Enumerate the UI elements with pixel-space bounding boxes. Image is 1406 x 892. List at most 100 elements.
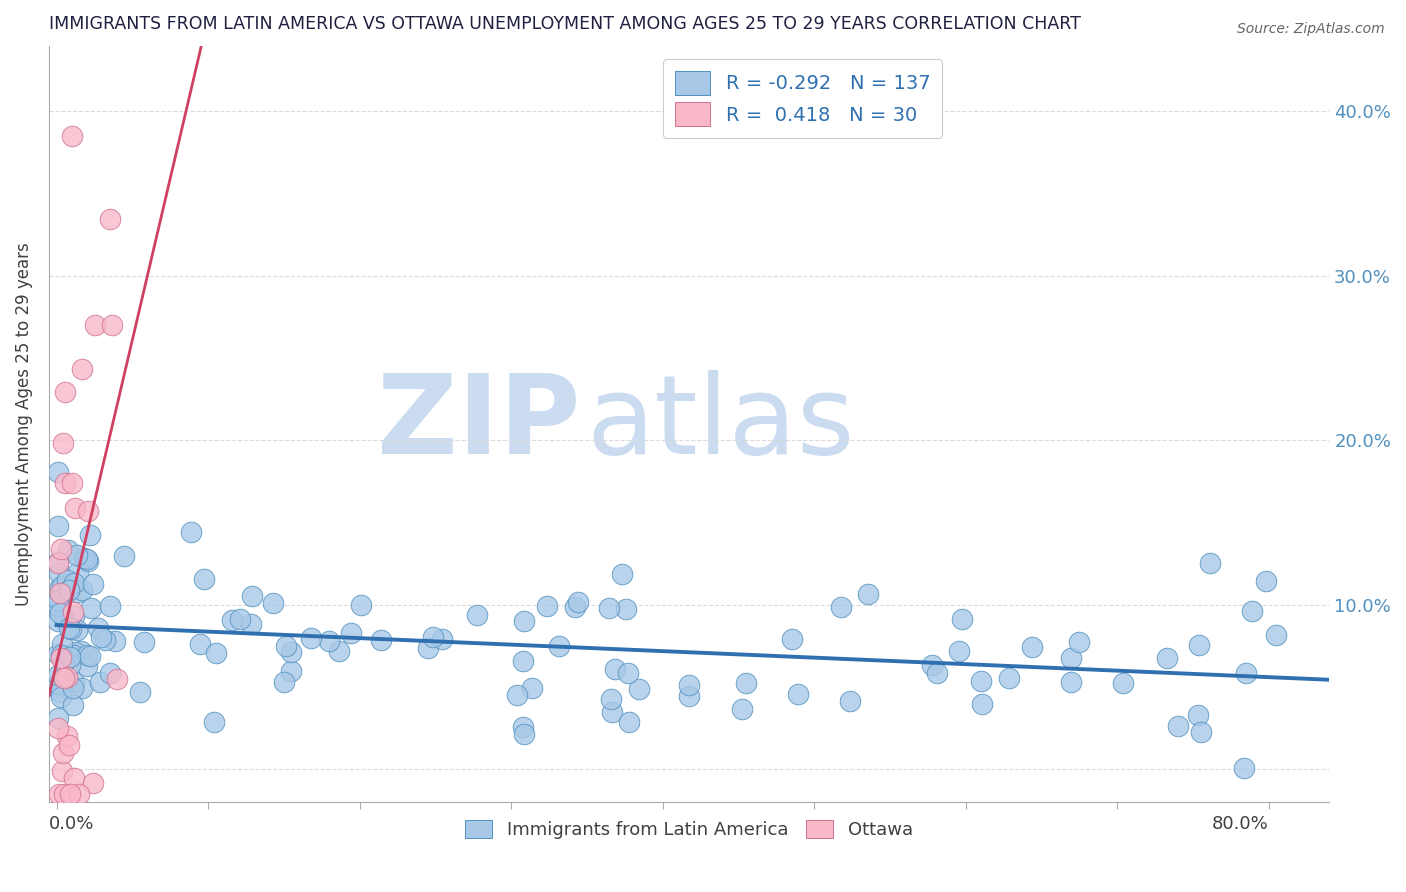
- Point: [614, 601, 637, 615]
- Point: [970, 674, 993, 689]
- Point: [1112, 676, 1135, 690]
- Point: [418, 640, 440, 655]
- Point: [48, 599, 70, 614]
- Point: [51, 579, 73, 593]
- Point: [63, 645, 86, 659]
- Point: [678, 690, 700, 704]
- Point: [80, 601, 103, 615]
- Point: [465, 607, 488, 622]
- Text: 80.0%: 80.0%: [1212, 815, 1268, 833]
- Point: [105, 672, 128, 686]
- Point: [90, 630, 112, 644]
- Point: [63, 575, 86, 590]
- Point: [1234, 665, 1257, 680]
- Point: [55, 385, 77, 400]
- Point: [52, 746, 75, 760]
- Point: [53, 476, 76, 491]
- Point: [262, 596, 284, 610]
- Point: [49, 592, 72, 607]
- Point: [62, 681, 84, 696]
- Point: [58, 583, 80, 598]
- Point: [190, 637, 212, 651]
- Point: [63, 771, 86, 785]
- Point: [46, 465, 69, 479]
- Point: [53, 656, 76, 670]
- Point: [62, 648, 84, 662]
- Point: [1233, 761, 1256, 775]
- Point: [731, 702, 754, 716]
- Point: [104, 633, 127, 648]
- Point: [51, 764, 73, 778]
- Point: [239, 616, 262, 631]
- Point: [513, 614, 536, 628]
- Point: [48, 566, 70, 580]
- Point: [56, 670, 79, 684]
- Point: [58, 543, 80, 558]
- Point: [340, 626, 363, 640]
- Point: [84, 318, 107, 333]
- Point: [536, 599, 558, 614]
- Point: [1021, 640, 1043, 654]
- Point: [46, 519, 69, 533]
- Point: [59, 658, 82, 673]
- Point: [422, 630, 444, 644]
- Point: [60, 129, 83, 144]
- Point: [1059, 650, 1081, 665]
- Point: [600, 692, 623, 706]
- Point: [430, 632, 453, 646]
- Point: [77, 553, 100, 567]
- Point: [70, 362, 93, 376]
- Point: [513, 727, 536, 741]
- Point: [52, 436, 75, 450]
- Point: [62, 606, 84, 620]
- Point: [520, 681, 543, 695]
- Point: [49, 541, 72, 556]
- Point: [48, 648, 70, 662]
- Point: [567, 594, 589, 608]
- Point: [240, 589, 263, 603]
- Point: [46, 592, 69, 607]
- Point: [79, 648, 101, 663]
- Text: IMMIGRANTS FROM LATIN AMERICA VS OTTAWA UNEMPLOYMENT AMONG AGES 25 TO 29 YEARS C: IMMIGRANTS FROM LATIN AMERICA VS OTTAWA …: [49, 15, 1081, 33]
- Point: [328, 644, 350, 658]
- Point: [58, 621, 80, 635]
- Point: [1240, 604, 1263, 618]
- Point: [276, 639, 298, 653]
- Point: [506, 688, 529, 702]
- Point: [46, 556, 69, 570]
- Point: [48, 787, 70, 801]
- Point: [49, 585, 72, 599]
- Point: [610, 566, 633, 581]
- Point: [112, 549, 135, 563]
- Point: [46, 677, 69, 691]
- Point: [134, 635, 156, 649]
- Point: [94, 633, 117, 648]
- Point: [350, 599, 373, 613]
- Text: 0.0%: 0.0%: [49, 815, 94, 833]
- Point: [180, 524, 202, 539]
- Point: [101, 318, 124, 333]
- Point: [950, 612, 973, 626]
- Point: [70, 644, 93, 658]
- Point: [46, 710, 69, 724]
- Text: atlas: atlas: [586, 370, 855, 477]
- Point: [512, 654, 534, 668]
- Point: [100, 666, 122, 681]
- Point: [548, 639, 571, 653]
- Point: [205, 646, 228, 660]
- Point: [52, 612, 75, 626]
- Y-axis label: Unemployment Among Ages 25 to 29 years: Unemployment Among Ages 25 to 29 years: [15, 242, 32, 606]
- Point: [76, 551, 98, 566]
- Point: [98, 599, 121, 613]
- Point: [63, 675, 86, 690]
- Point: [79, 528, 101, 542]
- Point: [76, 504, 98, 518]
- Point: [780, 632, 803, 647]
- Text: ZIP: ZIP: [377, 370, 581, 477]
- Point: [786, 687, 808, 701]
- Point: [60, 475, 83, 490]
- Point: [193, 572, 215, 586]
- Point: [48, 680, 70, 694]
- Point: [63, 608, 86, 623]
- Point: [46, 668, 69, 682]
